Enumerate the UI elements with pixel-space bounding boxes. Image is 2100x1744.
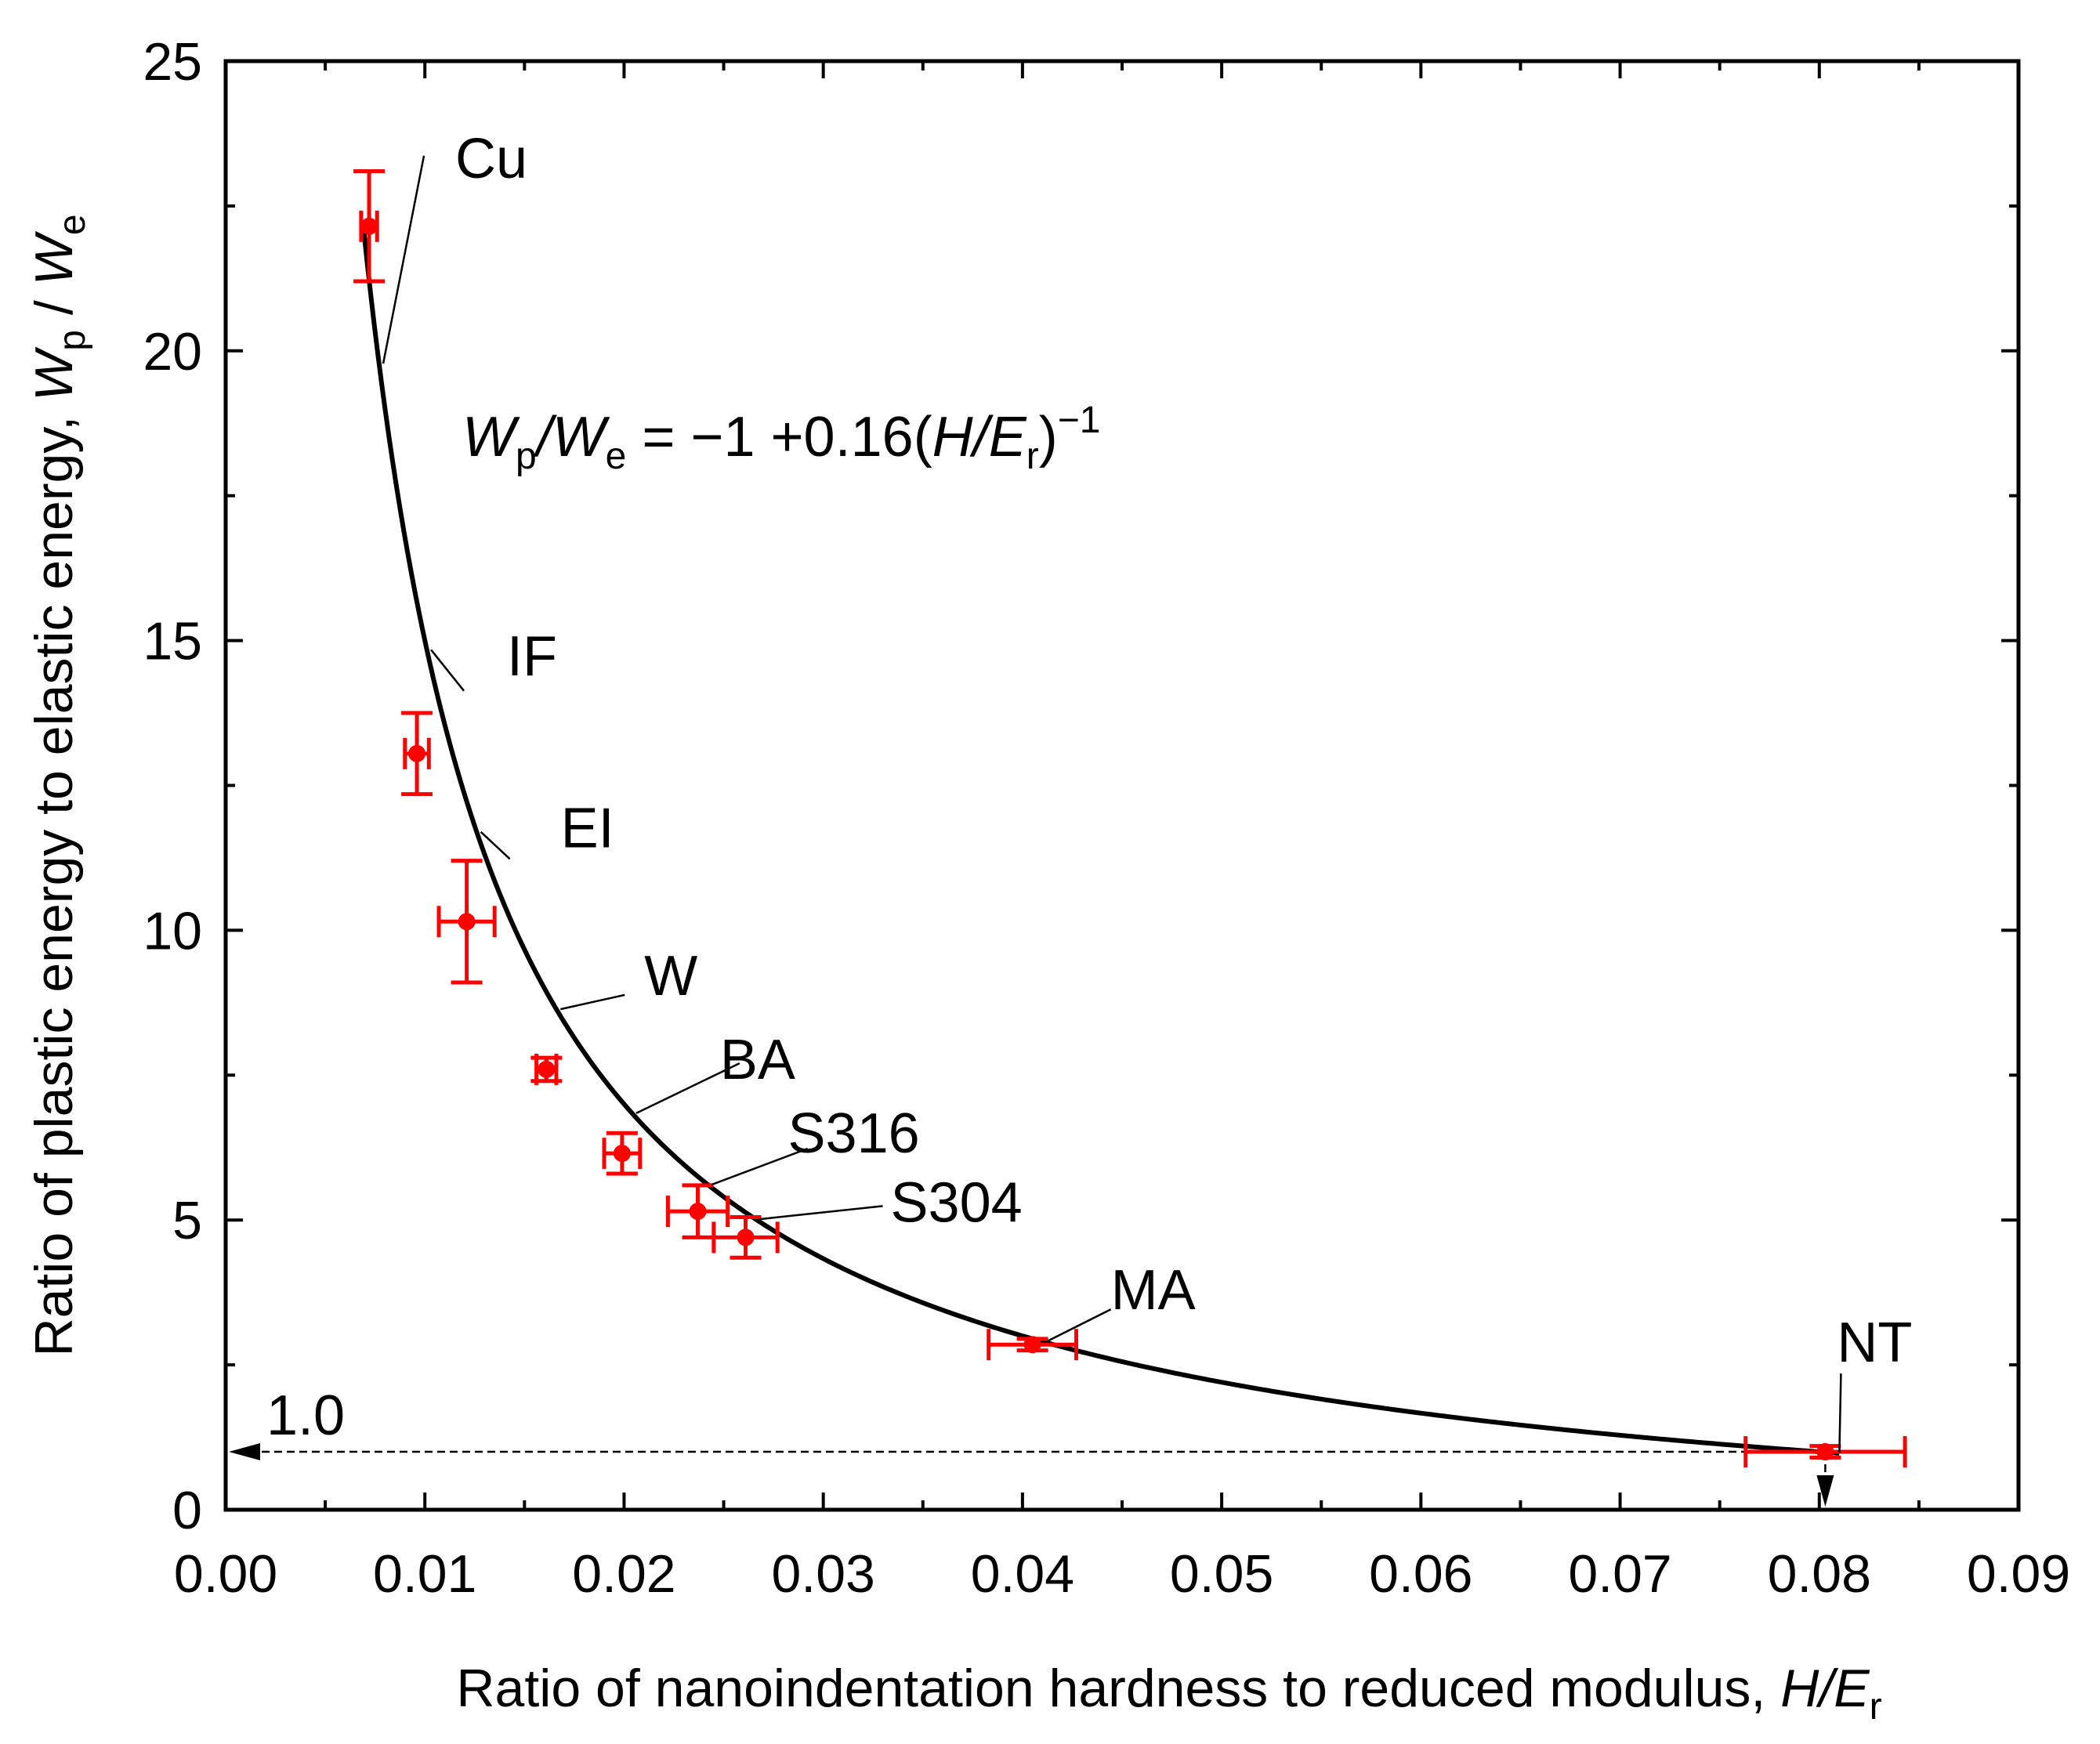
leader-line-w (560, 993, 625, 1011)
x-tick-label: 0.04 (971, 1544, 1074, 1604)
data-marker (737, 1228, 755, 1246)
y-axis-slash: / (24, 285, 84, 330)
reference-arrow-down (1816, 1475, 1834, 1507)
data-marker (613, 1145, 631, 1163)
point-label-s304: S304 (891, 1171, 1023, 1234)
eq-close: ) (1039, 406, 1058, 469)
x-axis-var-h: H (1780, 1659, 1819, 1718)
y-axis-var-wp: W (24, 346, 84, 401)
eq-var-h: H (932, 406, 974, 469)
x-axis-sub-r: r (1870, 1686, 1882, 1728)
fit-curve-group (360, 223, 1840, 1456)
leader-line-nt (1838, 1373, 1842, 1453)
x-tick-label: 0.07 (1568, 1544, 1671, 1604)
y-axis-sub-e: e (52, 214, 93, 235)
point-label-s316: S316 (788, 1102, 920, 1165)
point-label-ei: EI (561, 797, 614, 859)
point-label-ma: MA (1111, 1259, 1196, 1322)
x-tick-label: 0.03 (771, 1544, 874, 1604)
eq-mid: = −1 +0.16( (626, 406, 932, 469)
x-tick-label: 0.06 (1369, 1544, 1472, 1604)
data-marker (408, 744, 426, 762)
data-point-if (401, 711, 433, 797)
data-marker (1816, 1443, 1834, 1461)
data-point-ei (436, 859, 497, 985)
x-axis-var-e: E (1834, 1659, 1870, 1718)
point-label-cu: Cu (455, 128, 527, 190)
reference-line-group: 1.0 (229, 1384, 1834, 1507)
y-tick-label: 15 (143, 612, 202, 671)
leader-line-s304 (759, 1205, 883, 1221)
y-tick-label: 25 (143, 32, 202, 92)
plot-frame (223, 59, 2021, 1512)
point-label-if: IF (507, 625, 557, 688)
eq-sub-p: p (516, 436, 537, 477)
eq-var-wp: W (462, 406, 520, 469)
x-tick-label: 0.09 (1967, 1544, 2070, 1604)
reference-line-label: 1.0 (266, 1384, 345, 1447)
leader-line-ei (480, 830, 511, 860)
leader-line-cu (382, 155, 425, 364)
data-point-s316 (665, 1183, 730, 1239)
y-tick-label: 10 (143, 901, 202, 961)
point-label-nt: NT (1837, 1312, 1912, 1374)
y-tick-label: 20 (143, 322, 202, 382)
x-tick-label: 0.02 (572, 1544, 675, 1604)
fit-curve (360, 223, 1840, 1456)
point-label-ba: BA (720, 1029, 795, 1091)
x-tick-label: 0.08 (1768, 1544, 1871, 1604)
leader-line-if (430, 649, 465, 692)
x-tick-label: 0.05 (1170, 1544, 1273, 1604)
leader-line-s316 (711, 1147, 808, 1186)
leader-line-ma (1046, 1308, 1112, 1343)
fit-equation: Wp/We = −1 +0.16(H/Er)−1 (462, 400, 1100, 477)
data-point-nt (1743, 1436, 1907, 1468)
data-marker (458, 913, 476, 931)
x-axis-title-text: Ratio of nanoindentation hardness to red… (456, 1659, 1780, 1718)
data-points-group (353, 169, 1907, 1468)
point-label-w: W (644, 945, 697, 1008)
data-marker (689, 1203, 707, 1221)
eq-sub-e: e (606, 436, 627, 477)
data-point-ba (602, 1131, 643, 1176)
eq-var-e: E (989, 406, 1027, 469)
eq-sub-r: r (1026, 436, 1039, 477)
data-point-cu (353, 169, 386, 284)
x-tick-label: 0.01 (373, 1544, 476, 1604)
x-tick-label: 0.00 (174, 1544, 277, 1604)
eq-sup: −1 (1058, 400, 1101, 441)
data-point-w (530, 1053, 563, 1085)
y-axis-title: Ratio of plastic energy to elastic energ… (24, 214, 93, 1356)
data-point-ma (987, 1329, 1079, 1361)
y-tick-label: 0 (172, 1481, 202, 1540)
y-axis-title-text: Ratio of plastic energy to elastic energ… (24, 401, 84, 1357)
data-marker (1023, 1336, 1041, 1354)
y-axis-var-we: W (24, 230, 84, 285)
data-marker (360, 217, 378, 235)
x-axis-title: Ratio of nanoindentation hardness to red… (456, 1659, 1881, 1728)
data-point-s304 (711, 1215, 780, 1260)
y-axis-sub-p: p (52, 330, 93, 351)
leader-line-ba (635, 1062, 740, 1115)
eq-var-we: W (552, 406, 610, 469)
axis-ticks: 0.00 0.01 0.02 0.03 0.04 0.05 0.06 0.07 0.08 0.09… (143, 32, 2070, 1604)
data-marker (538, 1060, 556, 1078)
reference-arrow-left (229, 1443, 260, 1461)
y-tick-label: 5 (172, 1191, 202, 1250)
